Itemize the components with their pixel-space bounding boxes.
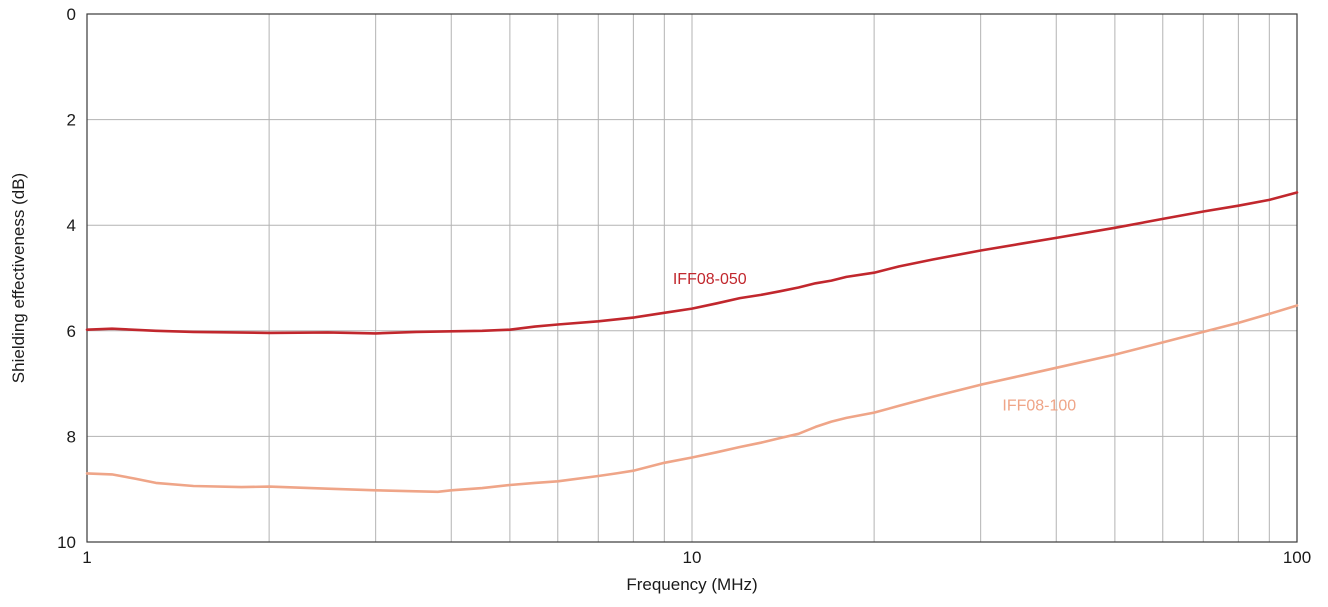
x-axis-tick-labels: 1 10 100: [82, 548, 1311, 567]
series-line-iff08-100: [85, 304, 1299, 494]
series-labels: IFF08-050 IFF08-100: [673, 271, 1076, 415]
y-tick-label: 2: [67, 111, 76, 130]
x-axis-title: Frequency (MHz): [626, 575, 757, 594]
series-label-iff08-100: IFF08-100: [1002, 398, 1076, 415]
x-tick-label: 1: [82, 548, 91, 567]
y-tick-label: 6: [67, 322, 76, 341]
x-tick-label: 100: [1283, 548, 1311, 567]
y-axis-title: Shielding effectiveness (dB): [9, 173, 28, 383]
grid: [87, 14, 1297, 542]
y-tick-label: 0: [67, 5, 76, 24]
y-tick-label: 10: [57, 533, 76, 552]
y-tick-label: 4: [67, 216, 76, 235]
series-label-iff08-050: IFF08-050: [673, 271, 747, 288]
plot-area-frame: [86, 13, 1298, 543]
y-axis-tick-labels: 0 2 4 6 8 10: [57, 5, 76, 552]
series-line-iff08-050: [85, 191, 1299, 335]
x-tick-label: 10: [683, 548, 702, 567]
y-tick-label: 8: [67, 427, 76, 446]
series-lines: [85, 191, 1299, 494]
